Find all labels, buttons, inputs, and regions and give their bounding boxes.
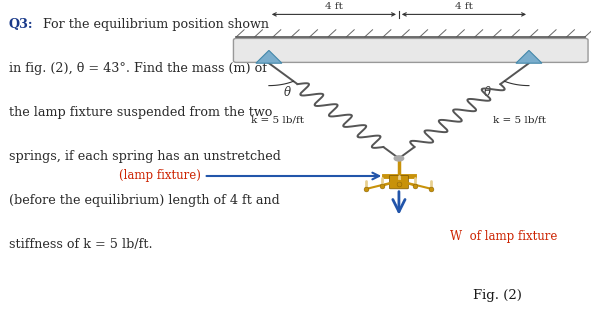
Text: 4 ft: 4 ft <box>455 2 473 11</box>
Text: θ: θ <box>284 86 291 99</box>
Text: W  of lamp fixture: W of lamp fixture <box>450 230 557 244</box>
Circle shape <box>394 156 404 161</box>
Text: θ: θ <box>483 86 491 99</box>
FancyBboxPatch shape <box>389 175 408 189</box>
Text: k = 5 lb/ft: k = 5 lb/ft <box>493 116 547 125</box>
Polygon shape <box>516 50 542 63</box>
Text: stiffness of k = 5 lb/ft.: stiffness of k = 5 lb/ft. <box>9 238 152 252</box>
Text: the lamp fixture suspended from the two: the lamp fixture suspended from the two <box>9 106 272 119</box>
Text: For the equilibrium position shown: For the equilibrium position shown <box>43 18 269 31</box>
Text: (before the equilibrium) length of 4 ft and: (before the equilibrium) length of 4 ft … <box>9 194 280 207</box>
Polygon shape <box>256 50 282 63</box>
Text: k = 5 lb/ft: k = 5 lb/ft <box>251 116 304 125</box>
Text: 4 ft: 4 ft <box>325 2 343 11</box>
FancyBboxPatch shape <box>233 38 588 62</box>
Text: Fig. (2): Fig. (2) <box>473 289 522 302</box>
Text: springs, if each spring has an unstretched: springs, if each spring has an unstretch… <box>9 150 281 163</box>
Text: (lamp fixture): (lamp fixture) <box>119 170 379 182</box>
Text: in fig. (2), θ = 43°. Find the mass (m) of: in fig. (2), θ = 43°. Find the mass (m) … <box>9 62 267 75</box>
Text: Q3:: Q3: <box>9 18 33 31</box>
